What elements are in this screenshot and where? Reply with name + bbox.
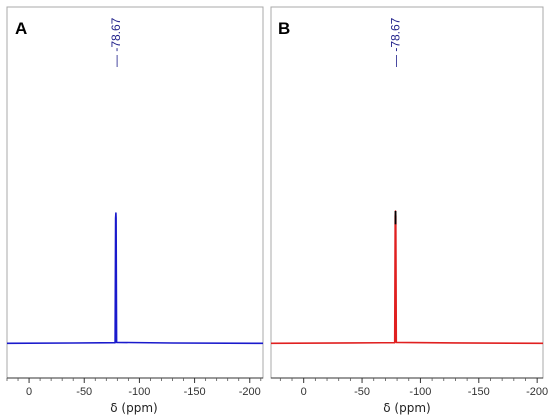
panel-b-frame	[270, 6, 544, 379]
panel-b-tick-label: 0	[301, 386, 307, 398]
panel-b-tick-label: -100	[409, 386, 431, 398]
panel-a-tick-label: -50	[76, 386, 92, 398]
panel-a-tick-label: 0	[26, 386, 32, 398]
panel-a-letter: A	[15, 19, 27, 38]
panel-a: A — -78.67 0 -50 -100 -150 -200 δ (ppm)	[6, 6, 264, 415]
panel-b-ticks	[279, 378, 538, 383]
panel-b-letter: B	[278, 19, 290, 38]
panel-b-tick-label: -150	[468, 386, 490, 398]
panel-a-x-axis-label: δ (ppm)	[110, 401, 157, 415]
panel-a-tick-label: -100	[128, 386, 150, 398]
panel-a-frame	[6, 6, 264, 379]
panel-b-tick-label: -200	[526, 386, 548, 398]
panel-a-tick-label: -200	[239, 386, 261, 398]
panel-a-peak-label: — -78.67	[109, 17, 123, 67]
panel-a-ticks	[6, 378, 262, 383]
panel-b-tick-label: -50	[354, 386, 370, 398]
panel-b: B — -78.67 0 -50 -100 -150 -200 δ (ppm)	[270, 6, 548, 415]
panel-b-peak-label: — -78.67	[389, 17, 403, 67]
panel-b-x-axis-label: δ (ppm)	[383, 401, 430, 415]
panel-a-spectrum-line	[6, 212, 264, 345]
panel-a-tick-label: -150	[184, 386, 206, 398]
